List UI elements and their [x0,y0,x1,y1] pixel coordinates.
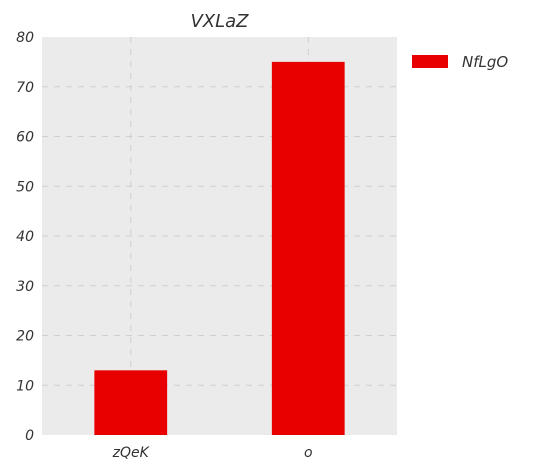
y-tick-label: 30 [16,279,34,295]
y-axis-ticks: 0 10 20 30 40 50 60 70 80 [16,30,34,444]
y-tick-label: 50 [16,179,34,195]
y-tick-label: 20 [16,329,34,345]
bar-layer [94,61,345,435]
legend-label: NfLgO [462,53,508,71]
y-tick-label: 70 [16,80,34,96]
y-tick-label: 40 [16,229,34,245]
bar-zQeK [94,370,168,435]
x-tick-label: o [304,445,313,461]
x-axis-ticks: zQeK o [112,445,313,461]
y-tick-label: 10 [16,378,34,394]
y-tick-label: 80 [16,30,34,46]
legend: NfLgO [412,53,508,71]
x-tick-label: zQeK [112,445,151,461]
y-tick-label: 60 [16,130,34,146]
chart-title: VXLaZ [190,11,249,32]
bar-o [271,61,345,435]
y-tick-label: 0 [25,428,34,444]
legend-swatch [412,55,448,68]
